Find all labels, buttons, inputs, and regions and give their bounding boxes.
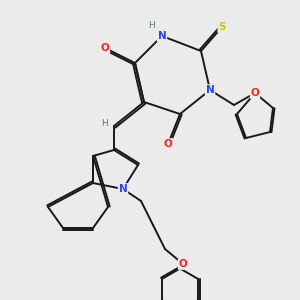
Text: O: O xyxy=(250,88,260,98)
Text: H: H xyxy=(148,21,155,30)
Text: N: N xyxy=(206,85,214,95)
Text: N: N xyxy=(158,31,166,41)
Text: N: N xyxy=(118,184,127,194)
Text: S: S xyxy=(218,22,226,32)
Text: O: O xyxy=(100,43,109,53)
Text: O: O xyxy=(178,259,188,269)
Text: H: H xyxy=(101,118,108,127)
Text: O: O xyxy=(164,139,172,149)
